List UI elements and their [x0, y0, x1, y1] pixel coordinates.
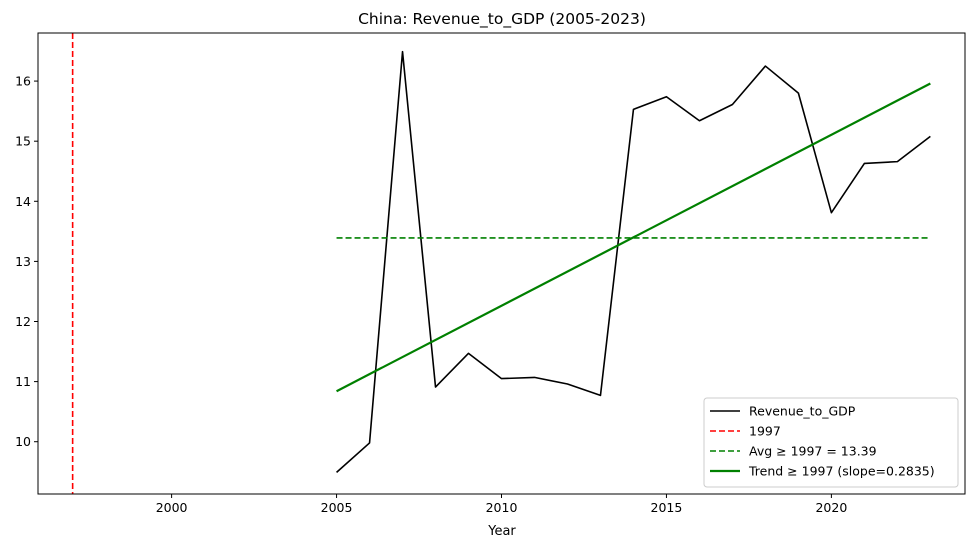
y-axis: 10 11 12 13 14 15 16: [15, 74, 38, 449]
y-tick-label-4: 14: [15, 194, 31, 209]
x-tick-label-2: 2010: [486, 500, 518, 515]
y-tick-label-3: 13: [15, 254, 31, 269]
legend-label-0: Revenue_to_GDP: [749, 404, 856, 419]
legend-label-3: Trend ≥ 1997 (slope=0.2835): [748, 464, 935, 479]
x-axis-title: Year: [487, 524, 516, 539]
x-tick-label-4: 2020: [815, 500, 847, 515]
legend: Revenue_to_GDP 1997 Avg ≥ 1997 = 13.39 Tren…: [703, 397, 959, 488]
y-tick-label-2: 12: [15, 314, 31, 329]
plot-area: [37, 32, 966, 495]
chart-title: China: Revenue_to_GDP (2005-2023): [358, 10, 646, 29]
x-tick-label-0: 2000: [156, 500, 188, 515]
x-tick-label-1: 2005: [321, 500, 353, 515]
series-3-line: [336, 82, 931, 393]
series-0-line: [336, 50, 931, 473]
y-tick-label-6: 16: [15, 74, 31, 89]
legend-label-2: Avg ≥ 1997 = 13.39: [749, 444, 877, 459]
y-tick-label-5: 15: [15, 134, 31, 149]
legend-box: [703, 397, 959, 488]
legend-label-1: 1997: [749, 424, 781, 439]
y-tick-label-0: 10: [15, 434, 31, 449]
y-tick-label-1: 11: [15, 374, 31, 389]
x-axis: 2000 2005 2010 2015 2020: [156, 494, 847, 515]
x-tick-label-3: 2015: [651, 500, 683, 515]
